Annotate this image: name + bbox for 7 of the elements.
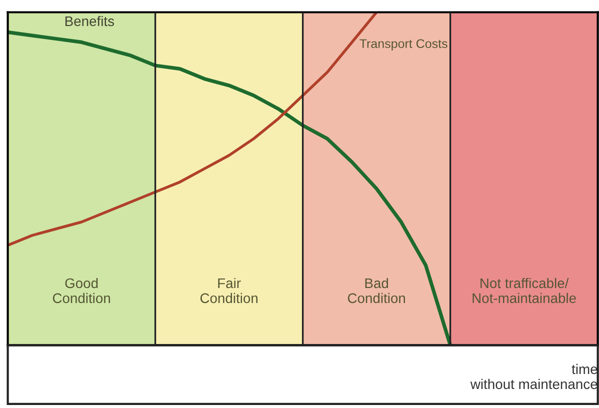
annotation: Not trafficable/ Not-maintainable <box>472 278 576 304</box>
series-label: Benefits <box>65 16 114 26</box>
annotation: Bad Condition <box>348 278 405 304</box>
series-label: Transport Costs <box>360 39 448 51</box>
x-axis-title: time without maintenance <box>470 364 598 390</box>
annotation: Good Condition <box>52 278 110 304</box>
annotation: Fair Condition <box>200 278 258 304</box>
